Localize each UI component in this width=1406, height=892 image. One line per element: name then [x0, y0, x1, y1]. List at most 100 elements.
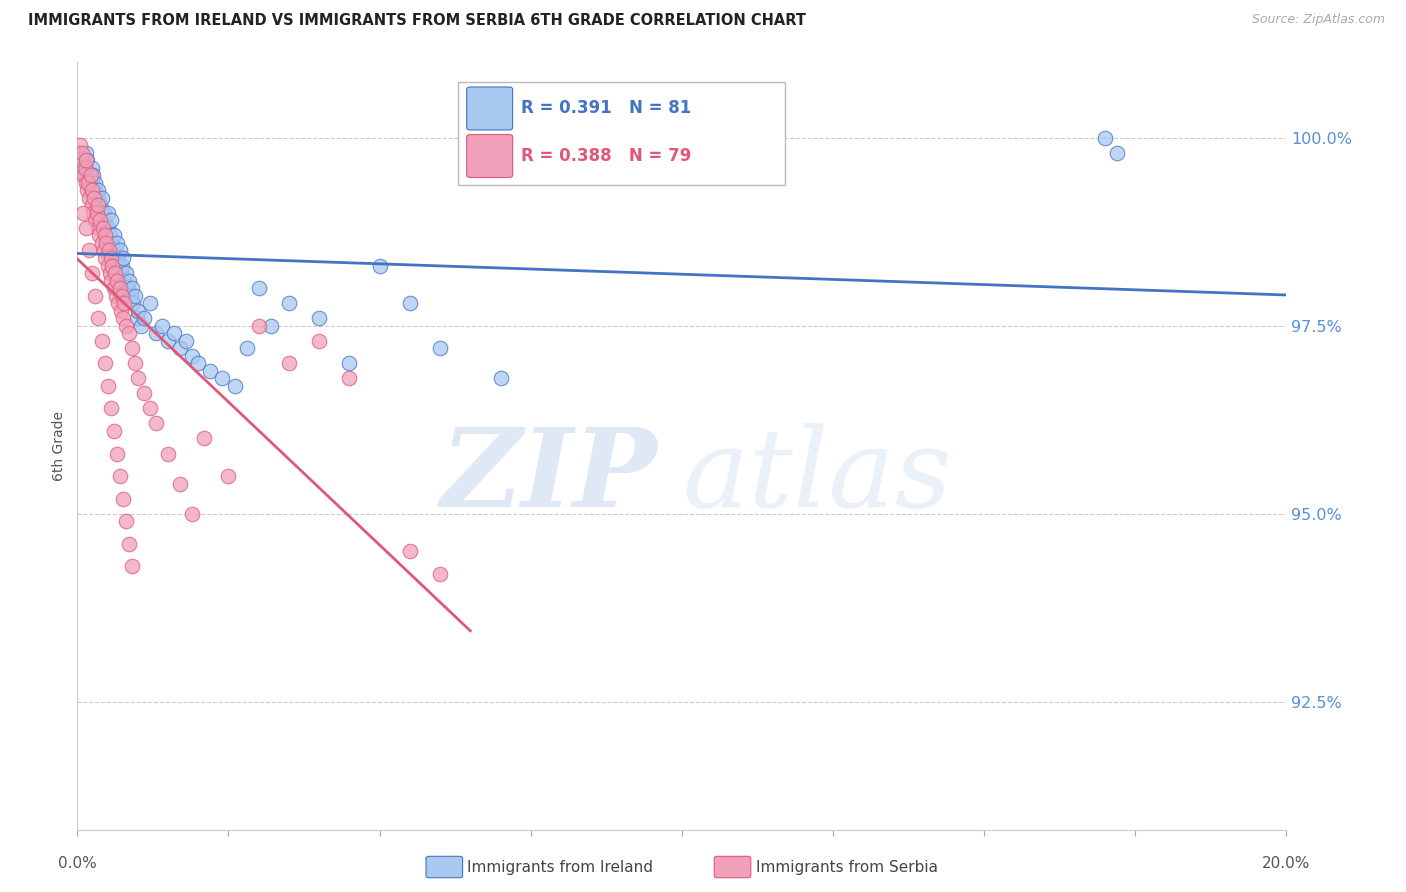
Point [118, 274, 141, 288]
Point [1107, 145, 1129, 160]
Point [107, 296, 129, 310]
Point [97, 244, 120, 258]
Point [200, 364, 222, 378]
Point [132, 386, 155, 401]
Point [80, 161, 103, 175]
Point [105, 259, 128, 273]
Point [118, 537, 141, 551]
Point [76, 183, 98, 197]
Point [87, 311, 110, 326]
Point [429, 341, 451, 355]
Point [121, 341, 143, 355]
Point [75, 220, 97, 235]
Point [111, 491, 134, 506]
Point [129, 318, 152, 333]
FancyBboxPatch shape [467, 135, 513, 178]
Point [98, 228, 121, 243]
Point [84, 213, 107, 227]
Point [181, 349, 204, 363]
Point [90, 191, 112, 205]
Y-axis label: 6th Grade: 6th Grade [52, 411, 66, 481]
Point [308, 311, 330, 326]
Point [100, 274, 122, 288]
Point [89, 213, 111, 227]
Point [114, 514, 136, 528]
Point [79, 244, 101, 258]
Point [247, 318, 270, 333]
Point [247, 281, 270, 295]
Point [108, 244, 131, 258]
Point [101, 235, 124, 250]
Point [145, 326, 167, 341]
Point [69, 138, 91, 153]
Point [93, 206, 115, 220]
Point [77, 176, 100, 190]
Point [124, 288, 146, 302]
Point [79, 168, 101, 182]
Point [145, 417, 167, 431]
Point [163, 326, 186, 341]
Point [132, 311, 155, 326]
Point [339, 356, 360, 370]
Point [111, 288, 134, 302]
Point [84, 288, 107, 302]
Point [308, 334, 330, 348]
Point [83, 191, 105, 205]
Point [91, 220, 114, 235]
Point [87, 206, 110, 220]
Point [100, 401, 122, 416]
Point [87, 183, 110, 197]
Text: R = 0.391   N = 81: R = 0.391 N = 81 [522, 100, 692, 118]
Point [278, 356, 301, 370]
Text: ZIP: ZIP [441, 423, 658, 531]
Point [150, 318, 173, 333]
Point [104, 244, 127, 258]
Point [260, 318, 283, 333]
Point [104, 266, 127, 280]
Point [75, 161, 97, 175]
Point [94, 213, 117, 227]
Point [399, 544, 422, 558]
Point [69, 145, 91, 160]
Point [70, 161, 93, 175]
Point [100, 244, 122, 258]
Point [193, 432, 215, 446]
Point [181, 507, 204, 521]
Point [73, 161, 96, 175]
Point [86, 198, 108, 212]
Point [118, 326, 141, 341]
Point [108, 281, 131, 295]
Text: Source: ZipAtlas.com: Source: ZipAtlas.com [1251, 13, 1385, 27]
Point [70, 145, 93, 160]
Point [399, 296, 422, 310]
Point [84, 183, 107, 197]
Point [84, 176, 107, 190]
Point [121, 559, 143, 574]
Point [1094, 130, 1116, 145]
Point [79, 191, 101, 205]
Text: R = 0.388   N = 79: R = 0.388 N = 79 [522, 147, 692, 165]
Point [82, 176, 104, 190]
Point [169, 341, 191, 355]
Point [429, 566, 451, 581]
Point [139, 401, 162, 416]
Point [97, 235, 120, 250]
Point [105, 274, 128, 288]
Point [94, 251, 117, 265]
Point [96, 206, 118, 220]
Point [127, 371, 149, 385]
Point [157, 446, 180, 460]
Point [114, 266, 136, 280]
Point [72, 168, 94, 182]
Text: IMMIGRANTS FROM IRELAND VS IMMIGRANTS FROM SERBIA 6TH GRADE CORRELATION CHART: IMMIGRANTS FROM IRELAND VS IMMIGRANTS FR… [28, 13, 806, 29]
Point [90, 235, 112, 250]
Point [93, 356, 115, 370]
Point [87, 220, 110, 235]
Point [79, 168, 101, 182]
FancyBboxPatch shape [467, 87, 513, 130]
Point [368, 259, 391, 273]
Point [111, 311, 134, 326]
Point [100, 213, 122, 227]
Point [103, 228, 125, 243]
Point [83, 191, 105, 205]
